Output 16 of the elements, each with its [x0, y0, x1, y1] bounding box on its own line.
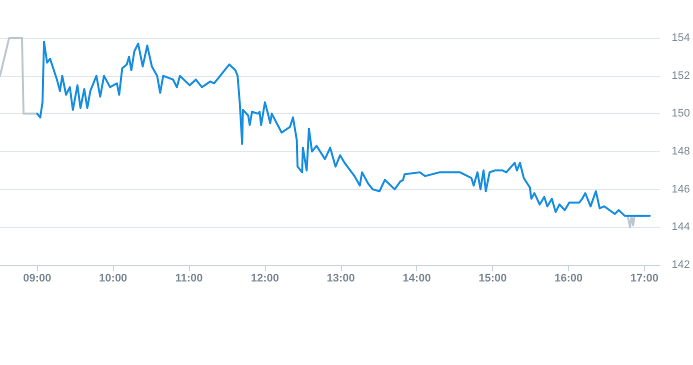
x-tick-label: 12:00	[250, 272, 279, 284]
x-tick-label: 13:00	[326, 272, 355, 284]
y-tick-label: 146	[672, 183, 690, 196]
x-tick-label: 14:00	[402, 272, 431, 284]
x-tick-label: 10:00	[99, 272, 128, 284]
y-tick-label: 144	[672, 221, 690, 234]
x-tick-label: 17:00	[630, 272, 659, 284]
x-tick-label: 16:00	[554, 272, 583, 284]
y-tick-label: 142	[672, 259, 690, 271]
x-tick-label: 09:00	[23, 272, 52, 284]
y-tick-label: 154	[672, 32, 690, 44]
y-tick-label: 148	[672, 146, 690, 158]
y-tick-label: 150	[672, 108, 690, 120]
x-tick-label: 11:00	[175, 272, 203, 284]
x-tick-label: 15:00	[478, 272, 507, 284]
y-tick-label: 152	[672, 70, 690, 82]
